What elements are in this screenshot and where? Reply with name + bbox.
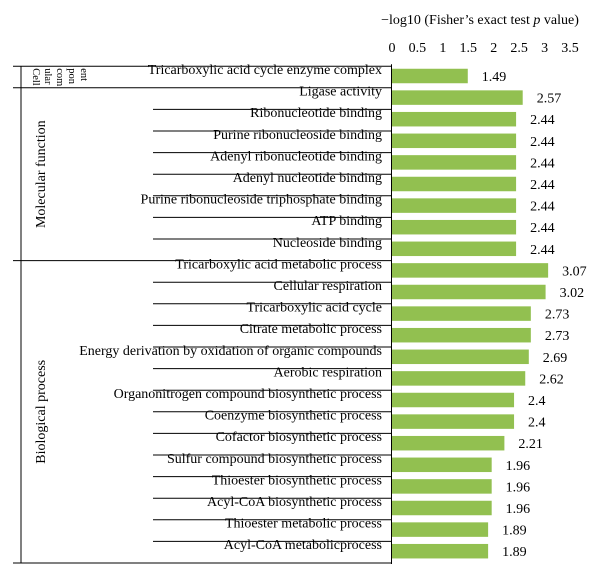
value-label: 2.4 (528, 416, 546, 431)
value-label: 2.73 (545, 308, 570, 323)
bar (392, 457, 492, 473)
bar (392, 155, 517, 170)
category-label: Purine ribonucleoside binding (213, 128, 382, 143)
x-tick-label: 3.5 (561, 41, 579, 56)
value-label: 2.44 (530, 178, 555, 193)
category-label: Organonitrogen compound biosynthetic pro… (114, 387, 382, 402)
bar (392, 68, 468, 84)
bar (392, 90, 523, 105)
bar (392, 522, 489, 537)
bar (392, 435, 505, 451)
value-label: 2.44 (530, 135, 555, 150)
bar (392, 198, 517, 213)
bar (392, 500, 492, 516)
value-label: 3.07 (562, 264, 587, 279)
bar (392, 241, 517, 257)
bar (392, 349, 529, 365)
group-label: Molecular function (34, 120, 49, 228)
category-label: Ribonucleotide binding (250, 106, 382, 121)
category-label: Adenyl ribonucleotide binding (210, 149, 382, 164)
category-label: Tricarboxylic acid cycle enzyme complex (148, 63, 382, 78)
category-label: Coenzyme biosynthetic process (205, 409, 382, 424)
value-label: 1.49 (482, 70, 507, 85)
bar (392, 176, 517, 192)
bar (392, 219, 517, 235)
category-label: Tricarboxylic acid cycle (246, 301, 382, 316)
bar (392, 263, 549, 278)
category-label: Purine ribonucleoside triphosphate bindi… (141, 193, 382, 208)
bar (392, 414, 515, 429)
bar (392, 479, 492, 494)
value-label: 1.89 (502, 524, 527, 539)
value-label: 2.73 (545, 329, 570, 344)
bar (392, 327, 531, 343)
bar (392, 111, 517, 127)
group-label: Biological process (34, 360, 49, 464)
group-label-line: com (54, 68, 65, 86)
value-label: 1.96 (506, 502, 531, 517)
value-label: 2.69 (543, 351, 568, 366)
group-label-line: ular (42, 68, 53, 85)
bar (392, 543, 489, 559)
bar (392, 306, 531, 321)
group-label-line: pon (66, 68, 77, 85)
category-label: Cofactor biosynthetic process (216, 430, 382, 445)
category-label: Tricarboxylic acid metabolic process (175, 257, 382, 272)
x-tick-label: 1.5 (460, 41, 478, 56)
bar (392, 392, 515, 408)
bar (392, 371, 526, 386)
x-axis-ticks: 0 0.5 1 1.5 2 2.5 3 3.5 (389, 41, 579, 56)
value-label: 2.4 (528, 394, 546, 409)
category-label: Acyl-CoA metabolicprocess (224, 538, 382, 553)
category-label: Citrate metabolic process (240, 322, 382, 337)
value-label: 2.44 (530, 243, 555, 258)
group-brackets: Cell ular com pon ent Molecular function Biolo… (13, 64, 392, 564)
x-tick-label: 0 (389, 41, 396, 56)
category-label: Sulfur compound biosynthetic process (167, 452, 382, 467)
category-label: Nucleoside binding (273, 236, 382, 251)
value-label: 1.96 (506, 480, 531, 495)
category-label: Thioester metabolic process (225, 517, 382, 532)
value-label: 1.89 (502, 545, 527, 560)
value-label: 2.57 (537, 92, 562, 107)
x-tick-label: 2.5 (510, 41, 528, 56)
x-tick-label: 2 (490, 41, 497, 56)
bar (392, 133, 517, 149)
group-label-line: Cell (30, 68, 41, 86)
x-tick-label: 1 (439, 41, 446, 56)
bar (392, 284, 546, 300)
category-label: Adenyl nucleotide binding (233, 171, 382, 186)
category-label: Energy derivation by oxidation of organi… (79, 344, 382, 359)
value-label: 2.44 (530, 221, 555, 236)
axis-title: −log10 (Fisher’s exact test p value) (381, 13, 579, 28)
value-label: 2.62 (539, 372, 564, 387)
category-label: Thioester biosynthetic process (212, 473, 382, 488)
category-label: Ligase activity (299, 85, 382, 100)
value-label: 1.96 (506, 459, 531, 474)
value-label: 2.44 (530, 113, 555, 128)
category-label: Aerobic respiration (274, 365, 382, 380)
group-label-line: ent (78, 68, 89, 81)
category-label: Cellular respiration (274, 279, 382, 294)
x-tick-label: 0.5 (409, 41, 427, 56)
x-tick-label: 3 (541, 41, 548, 56)
value-label: 2.44 (530, 200, 555, 215)
bar-rows: Tricarboxylic acid cycle enzyme complex 1… (79, 63, 586, 560)
category-label: Acyl-CoA biosynthetic process (207, 495, 382, 510)
value-label: 2.21 (518, 437, 543, 452)
category-label: ATP binding (311, 214, 382, 229)
value-label: 2.44 (530, 156, 555, 171)
value-label: 3.02 (560, 286, 585, 301)
